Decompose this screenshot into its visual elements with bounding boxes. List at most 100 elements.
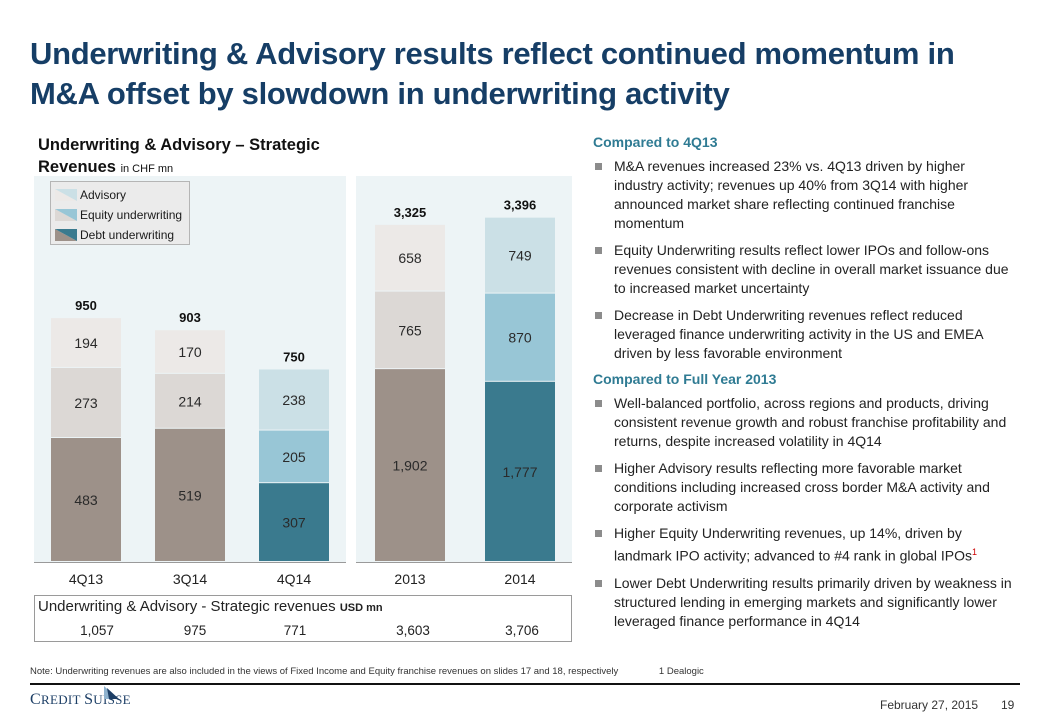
segment-label-debt-4q14: 307 xyxy=(282,515,306,531)
bullet-text: Equity Underwriting results reflect lowe… xyxy=(614,242,1009,296)
usd-value-4q14: 771 xyxy=(283,623,307,638)
chart-title: Underwriting & Advisory – Strategic Reve… xyxy=(38,134,358,180)
chart-title-text: Underwriting & Advisory – Strategic Reve… xyxy=(38,136,320,176)
bullet-item: M&A revenues increased 23% vs. 4Q13 driv… xyxy=(593,157,1013,233)
bar-segment-advisory-2013 xyxy=(375,224,445,291)
x-tick-label-2013: 2013 xyxy=(394,571,425,587)
segment-label-debt-3q14: 519 xyxy=(178,487,202,503)
footer-note: Note: Underwriting revenues are also inc… xyxy=(30,666,704,677)
footnote-marker: 1 xyxy=(971,547,977,557)
bullet-item: Well-balanced portfolio, across regions … xyxy=(593,394,1013,451)
segment-label-advisory-2013: 658 xyxy=(398,250,422,266)
legend-label-debt: Debt underwriting xyxy=(80,228,175,242)
commentary: Compared to 4Q13 M&A revenues increased … xyxy=(593,134,1013,639)
slide-title: Underwriting & Advisory results reflect … xyxy=(30,36,955,111)
bullet-square-icon xyxy=(595,163,602,170)
bullet-text: Higher Equity Underwriting revenues, up … xyxy=(614,525,972,564)
total-label-4q14: 750 xyxy=(283,349,305,364)
segment-label-equity-3q14: 214 xyxy=(178,393,202,409)
credit-suisse-logo: CREDIT SUISSE xyxy=(30,691,131,709)
bullet-item: Lower Debt Underwriting results primaril… xyxy=(593,574,1013,631)
segment-label-debt-2014: 1,777 xyxy=(502,464,537,480)
bullet-item: Higher Equity Underwriting revenues, up … xyxy=(593,524,1013,566)
footer-divider xyxy=(30,683,1020,685)
segment-label-equity-2013: 765 xyxy=(398,322,422,338)
bar-segment-debt-4q14 xyxy=(259,483,329,561)
legend-swatch-advisory xyxy=(55,189,77,201)
section-vs-fy2013: Compared to Full Year 2013 Well-balanced… xyxy=(593,371,1013,631)
usd-table-title-text: Underwriting & Advisory - Strategic reve… xyxy=(38,598,336,615)
legend-label-equity: Equity underwriting xyxy=(80,208,183,222)
usd-value-4q13: 1,057 xyxy=(80,623,114,638)
legend-item-advisory: Advisory xyxy=(55,185,189,205)
section-vs-4q13: Compared to 4Q13 M&A revenues increased … xyxy=(593,134,1013,363)
logo-letter: S xyxy=(84,691,94,708)
bar-segment-advisory-4q13 xyxy=(51,318,121,367)
bullet-square-icon xyxy=(595,579,602,587)
usd-table-unit: USD mn xyxy=(339,602,383,614)
bar-segment-advisory-4q14 xyxy=(259,369,329,430)
bar-segment-equity-2013 xyxy=(375,291,445,369)
usd-value-3q14: 975 xyxy=(183,623,207,638)
x-tick-label-4q13: 4Q13 xyxy=(69,571,103,587)
bullet-square-icon xyxy=(595,312,602,319)
bullet-item: Equity Underwriting results reflect lowe… xyxy=(593,241,1013,298)
note-text: Note: Underwriting revenues are also inc… xyxy=(30,666,619,677)
x-tick-label-2014: 2014 xyxy=(504,571,535,587)
total-label-2013: 3,325 xyxy=(394,205,427,220)
total-label-4q13: 950 xyxy=(75,298,97,313)
bullet-item: Higher Advisory results reflecting more … xyxy=(593,459,1013,516)
section-heading: Compared to 4Q13 xyxy=(593,134,718,150)
bar-segment-advisory-3q14 xyxy=(155,330,225,373)
bar-segment-debt-4q13 xyxy=(51,438,121,561)
footnote-source: 1 Dealogic xyxy=(658,666,704,677)
bullet-square-icon xyxy=(595,247,602,254)
bullet-text: Lower Debt Underwriting results primaril… xyxy=(614,574,1012,629)
bullet-text: M&A revenues increased 23% vs. 4Q13 driv… xyxy=(614,158,969,231)
segment-label-advisory-4q14: 238 xyxy=(282,392,306,408)
logo-text: UISSE xyxy=(93,692,131,707)
usd-value-2013: 3,603 xyxy=(396,623,430,638)
slide-date: February 27, 2015 xyxy=(880,698,979,712)
bullet-text: Decrease in Debt Underwriting revenues r… xyxy=(614,307,983,361)
segment-label-advisory-3q14: 170 xyxy=(178,344,202,360)
bar-segment-equity-2014 xyxy=(485,293,555,381)
bullet-item: Decrease in Debt Underwriting revenues r… xyxy=(593,306,1013,363)
x-tick-label-3q14: 3Q14 xyxy=(173,571,207,587)
chart-unit: in CHF mn xyxy=(120,163,174,175)
sails-logo-icon xyxy=(104,686,119,699)
bar-segment-equity-4q13 xyxy=(51,367,121,438)
page-number: 19 xyxy=(1001,698,1015,712)
legend-label-advisory: Advisory xyxy=(80,188,127,202)
usd-table-title: Underwriting & Advisory - Strategic reve… xyxy=(38,598,383,615)
legend-item-equity: Equity underwriting xyxy=(55,205,189,225)
total-label-2014: 3,396 xyxy=(504,198,537,213)
segment-label-debt-2013: 1,902 xyxy=(392,458,427,474)
logo-text: REDIT xyxy=(40,692,85,707)
segment-label-equity-4q14: 205 xyxy=(282,449,306,465)
bullet-text: Well-balanced portfolio, across regions … xyxy=(614,395,1007,449)
bar-segment-debt-2013 xyxy=(375,369,445,561)
total-label-3q14: 903 xyxy=(179,310,201,325)
bar-segment-equity-4q14 xyxy=(259,430,329,483)
x-tick-label-4q14: 4Q14 xyxy=(277,571,311,587)
legend-swatch-equity xyxy=(55,209,77,221)
bullet-square-icon xyxy=(595,465,602,472)
segment-label-advisory-4q13: 194 xyxy=(74,335,98,351)
bullet-text: Higher Advisory results reflecting more … xyxy=(614,460,990,514)
segment-label-equity-4q13: 273 xyxy=(74,395,98,411)
bullet-square-icon xyxy=(595,400,602,407)
bar-segment-advisory-2014 xyxy=(485,217,555,293)
bar-segment-debt-2014 xyxy=(485,381,555,561)
bullet-square-icon xyxy=(595,530,602,537)
segment-label-advisory-2014: 749 xyxy=(508,248,532,264)
bar-segment-equity-3q14 xyxy=(155,373,225,428)
bar-segment-debt-3q14 xyxy=(155,428,225,561)
legend-item-debt: Debt underwriting xyxy=(55,225,189,245)
section-heading: Compared to Full Year 2013 xyxy=(593,371,777,387)
usd-revenue-table: Underwriting & Advisory - Strategic reve… xyxy=(34,595,572,642)
chart-legend: Advisory Equity underwriting Debt underw… xyxy=(50,181,190,245)
usd-value-2014: 3,706 xyxy=(505,623,539,638)
segment-label-equity-2014: 870 xyxy=(508,330,532,346)
